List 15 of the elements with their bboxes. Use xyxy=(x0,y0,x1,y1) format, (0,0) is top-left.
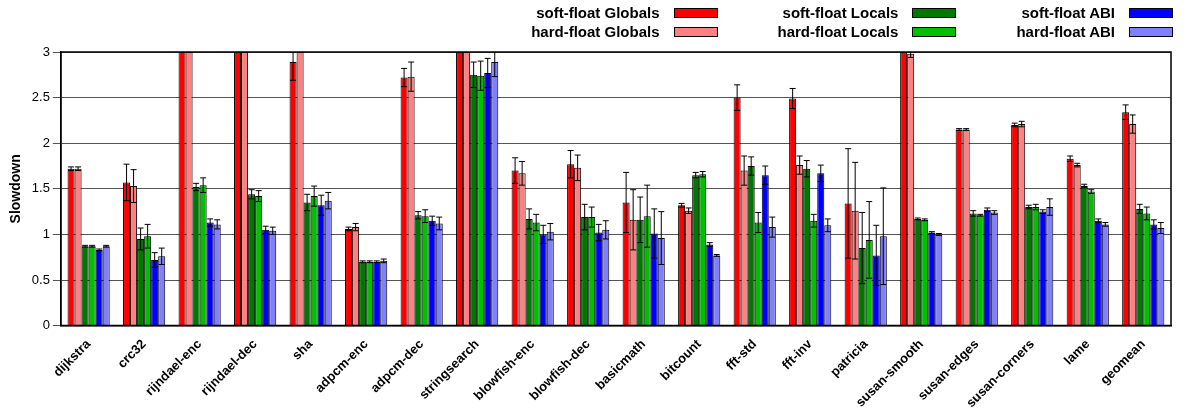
legend-label: hard-float Locals xyxy=(777,23,899,40)
y-tick-label: 3 xyxy=(42,43,50,59)
y-tick-label: 2.5 xyxy=(31,89,50,105)
y-tick-label: 0 xyxy=(42,317,50,333)
legend-label: hard-float Globals xyxy=(531,23,660,40)
legend-label: hard-float ABI xyxy=(1016,23,1115,40)
legend-label: soft-float Locals xyxy=(782,4,899,21)
y-tick-label: 1 xyxy=(42,225,50,241)
y-tick-label: 1.5 xyxy=(31,180,50,196)
legend-label: soft-float Globals xyxy=(536,4,660,21)
y-axis-title: Slowdown xyxy=(7,154,24,224)
y-tick-label: 0.5 xyxy=(31,271,50,287)
x-tick-label: sha xyxy=(288,335,316,363)
legend-label: soft-float ABI xyxy=(1021,4,1115,21)
y-tick-label: 2 xyxy=(42,134,50,150)
